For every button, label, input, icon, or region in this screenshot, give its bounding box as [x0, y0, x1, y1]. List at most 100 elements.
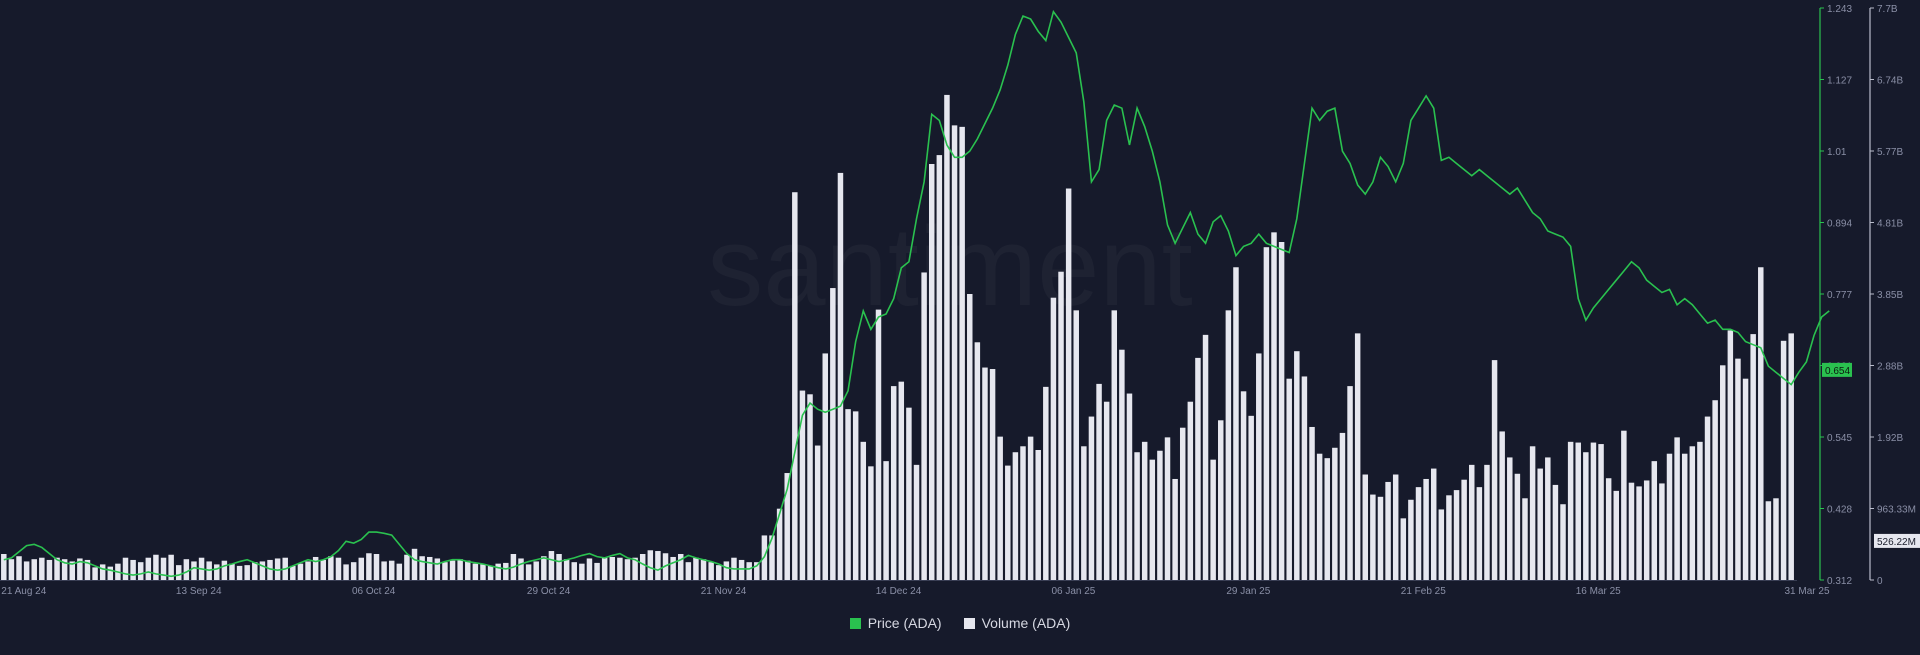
- volume-bar: [1271, 232, 1277, 580]
- volume-bar: [1689, 446, 1696, 580]
- volume-bar: [366, 553, 372, 580]
- x-tick-label: 21 Nov 24: [701, 586, 747, 597]
- volume-bar: [1567, 441, 1574, 580]
- volume-bar: [1309, 426, 1315, 580]
- volume-bar: [23, 561, 30, 580]
- volume-bar: [1058, 271, 1064, 580]
- volume-bar: [1720, 365, 1726, 580]
- volume-bar: [1392, 474, 1399, 580]
- volume-bar: [1499, 431, 1505, 580]
- volume-bar: [997, 436, 1003, 580]
- volume-bar: [647, 550, 654, 580]
- volume-bar: [875, 309, 882, 580]
- volume-bar: [145, 557, 152, 580]
- volume-bar: [1202, 334, 1209, 580]
- legend: Price (ADA) Volume (ADA): [0, 615, 1920, 631]
- volume-bar: [1735, 358, 1741, 580]
- volume-bar: [1514, 473, 1521, 580]
- volume-bar: [533, 561, 539, 580]
- volume-bar: [1005, 465, 1011, 580]
- volume-bar: [617, 557, 623, 580]
- volume-bar: [388, 560, 395, 580]
- volume-bar: [1157, 450, 1163, 580]
- volume-bar: [1119, 349, 1125, 580]
- volume-tick-label: 7.7B: [1877, 4, 1898, 15]
- volume-bar: [335, 557, 342, 580]
- volume-bar: [61, 559, 68, 580]
- volume-bar: [449, 560, 456, 580]
- volume-bar: [1195, 357, 1201, 580]
- volume-bar: [1210, 459, 1216, 580]
- volume-bar: [1149, 459, 1156, 580]
- x-tick-label: 06 Oct 24: [352, 586, 396, 597]
- volume-bar: [244, 565, 250, 580]
- volume-bar: [1583, 452, 1589, 580]
- volume-bar: [959, 126, 965, 581]
- volume-bar: [176, 565, 182, 580]
- volume-bar: [579, 563, 585, 580]
- volume-bar: [601, 557, 608, 580]
- volume-bar: [921, 272, 927, 580]
- volume-bar: [716, 565, 722, 580]
- volume-bar: [1758, 267, 1764, 580]
- volume-bar: [951, 125, 958, 581]
- volume-bar: [898, 381, 905, 580]
- volume-bar: [1643, 480, 1650, 580]
- volume-bar: [1529, 446, 1536, 580]
- volume-bar: [229, 563, 235, 580]
- legend-item-volume[interactable]: Volume (ADA): [963, 615, 1070, 631]
- volume-bar: [1613, 490, 1619, 580]
- volume-bar: [1537, 468, 1543, 580]
- volume-bar: [708, 562, 714, 580]
- volume-bar: [1453, 490, 1460, 580]
- volume-bar: [967, 294, 973, 580]
- legend-item-price[interactable]: Price (ADA): [849, 615, 942, 631]
- volume-bar: [434, 558, 441, 580]
- volume-bar: [1012, 452, 1019, 580]
- volume-bar: [1370, 494, 1376, 580]
- volume-bar: [1286, 378, 1292, 580]
- volume-bar: [1043, 386, 1049, 580]
- volume-bar: [358, 557, 365, 580]
- volume-bar: [1575, 442, 1581, 580]
- x-tick-label: 21 Aug 24: [1, 586, 46, 597]
- volume-bar: [586, 558, 593, 580]
- volume-bar: [1020, 446, 1026, 580]
- volume-bar: [1263, 247, 1270, 580]
- volume-bar: [122, 557, 129, 580]
- volume-bar: [754, 562, 760, 580]
- current-volume-badge: [1874, 533, 1920, 548]
- volume-bar: [693, 557, 699, 580]
- volume-bar: [1750, 334, 1756, 580]
- price-tick-label: 1.127: [1827, 76, 1852, 87]
- volume-bar: [503, 562, 509, 580]
- volume-bar: [1415, 487, 1422, 580]
- axes: 21 Aug 24 13 Sep 24 06 Oct 24 29 Oct 24 21 N…: [0, 4, 1920, 597]
- volume-bar: [868, 466, 874, 580]
- volume-bar: [495, 563, 501, 580]
- x-tick-label: 14 Dec 24: [876, 586, 922, 597]
- volume-bar: [1560, 504, 1566, 580]
- volume-bar: [274, 558, 281, 580]
- volume-bar: [1332, 447, 1338, 580]
- volume-bar: [92, 567, 98, 580]
- volume-bar: [1027, 436, 1034, 580]
- x-tick-label: 13 Sep 24: [176, 586, 222, 597]
- volume-bar: [107, 566, 114, 580]
- price-tick-label: 0.545: [1827, 433, 1852, 444]
- volume-bar: [1545, 457, 1551, 580]
- volume-bar: [670, 556, 676, 580]
- legend-label-price: Price (ADA): [867, 615, 942, 631]
- volume-bar: [860, 441, 867, 580]
- volume-bar: [1248, 415, 1254, 580]
- volume-bar: [1324, 458, 1330, 580]
- volume-tick-label: 6.74B: [1877, 76, 1903, 87]
- volume-bar: [1050, 297, 1057, 580]
- volume-bar: [1103, 401, 1110, 580]
- volume-bar: [290, 565, 296, 580]
- volume-bar: [1354, 333, 1361, 580]
- volume-bar: [1339, 432, 1346, 580]
- volume-bar: [350, 562, 357, 580]
- volume-bar: [1681, 453, 1688, 580]
